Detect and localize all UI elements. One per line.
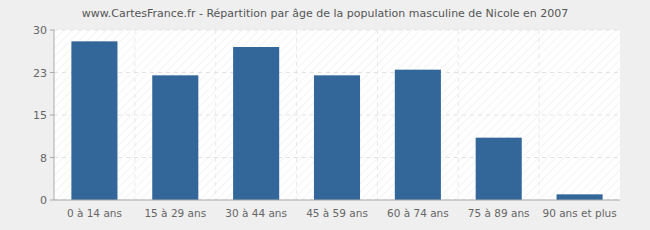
tick-mark [50,200,54,201]
grid-line [54,72,620,73]
tick-mark [50,115,54,116]
tick-mark [50,72,54,73]
y-tick-label: 23 [33,67,47,80]
x-tick-label: 0 à 14 ans [67,207,122,219]
x-tick-label: 30 à 44 ans [225,207,287,219]
background [0,0,650,230]
grid-line [54,30,620,31]
bar [314,75,360,200]
tick-mark [50,30,54,31]
x-tick-label: 75 à 89 ans [468,207,530,219]
bar [476,138,522,200]
x-tick-label: 15 à 29 ans [144,207,206,219]
grid-line-v [296,30,297,200]
x-tick-label: 90 ans et plus [542,207,616,219]
y-tick-label: 15 [33,109,47,122]
bar [152,75,198,200]
x-tick-label: 60 à 74 ans [387,207,449,219]
bar [233,47,279,200]
tick-mark [50,157,54,158]
x-axis [54,200,620,201]
y-axis [54,30,55,200]
y-tick-label: 8 [40,152,47,165]
bar [71,41,117,200]
grid-line-v [215,30,216,200]
bars [71,41,602,200]
grid-line-v [134,30,135,200]
grid-line-v [458,30,459,200]
bar [557,194,603,200]
plot-area [54,30,620,200]
title: www.CartesFrance.fr - Répartition par âg… [82,7,568,20]
grid-line [54,200,620,201]
x-tick-label: 45 à 59 ans [306,207,368,219]
chart: www.CartesFrance.fr - Répartition par âg… [0,0,650,230]
bar [395,70,441,200]
grid-line-v [539,30,540,200]
y-tick-label: 30 [33,24,47,37]
grid-line-v [377,30,378,200]
y-tick-label: 0 [40,194,47,207]
